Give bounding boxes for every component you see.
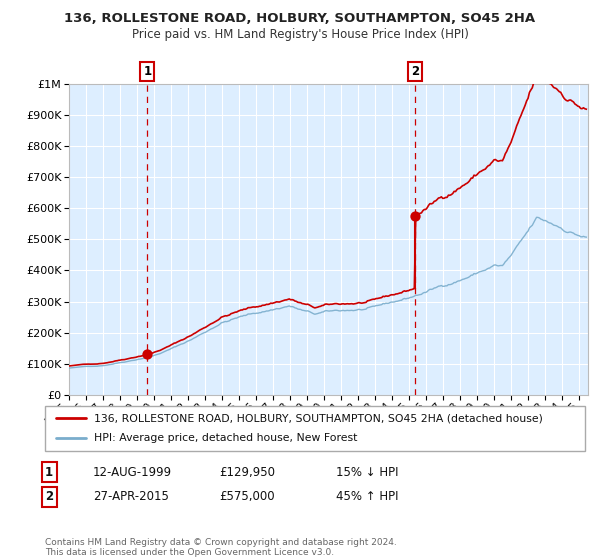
Text: £129,950: £129,950 [219, 465, 275, 479]
Point [143, 350, 152, 359]
Text: 2: 2 [411, 66, 419, 78]
Text: 136, ROLLESTONE ROAD, HOLBURY, SOUTHAMPTON, SO45 2HA (detached house): 136, ROLLESTONE ROAD, HOLBURY, SOUTHAMPT… [94, 413, 542, 423]
Text: 15% ↓ HPI: 15% ↓ HPI [336, 465, 398, 479]
FancyBboxPatch shape [45, 406, 585, 451]
Text: 27-APR-2015: 27-APR-2015 [93, 490, 169, 503]
Point [410, 212, 419, 221]
Text: 1: 1 [45, 465, 53, 479]
Text: Contains HM Land Registry data © Crown copyright and database right 2024.
This d: Contains HM Land Registry data © Crown c… [45, 538, 397, 557]
Text: Price paid vs. HM Land Registry's House Price Index (HPI): Price paid vs. HM Land Registry's House … [131, 28, 469, 41]
Text: 12-AUG-1999: 12-AUG-1999 [93, 465, 172, 479]
Text: HPI: Average price, detached house, New Forest: HPI: Average price, detached house, New … [94, 433, 357, 444]
Text: 1: 1 [143, 66, 152, 78]
Text: £575,000: £575,000 [219, 490, 275, 503]
Text: 45% ↑ HPI: 45% ↑ HPI [336, 490, 398, 503]
Text: 136, ROLLESTONE ROAD, HOLBURY, SOUTHAMPTON, SO45 2HA: 136, ROLLESTONE ROAD, HOLBURY, SOUTHAMPT… [64, 12, 536, 25]
Text: 2: 2 [45, 490, 53, 503]
